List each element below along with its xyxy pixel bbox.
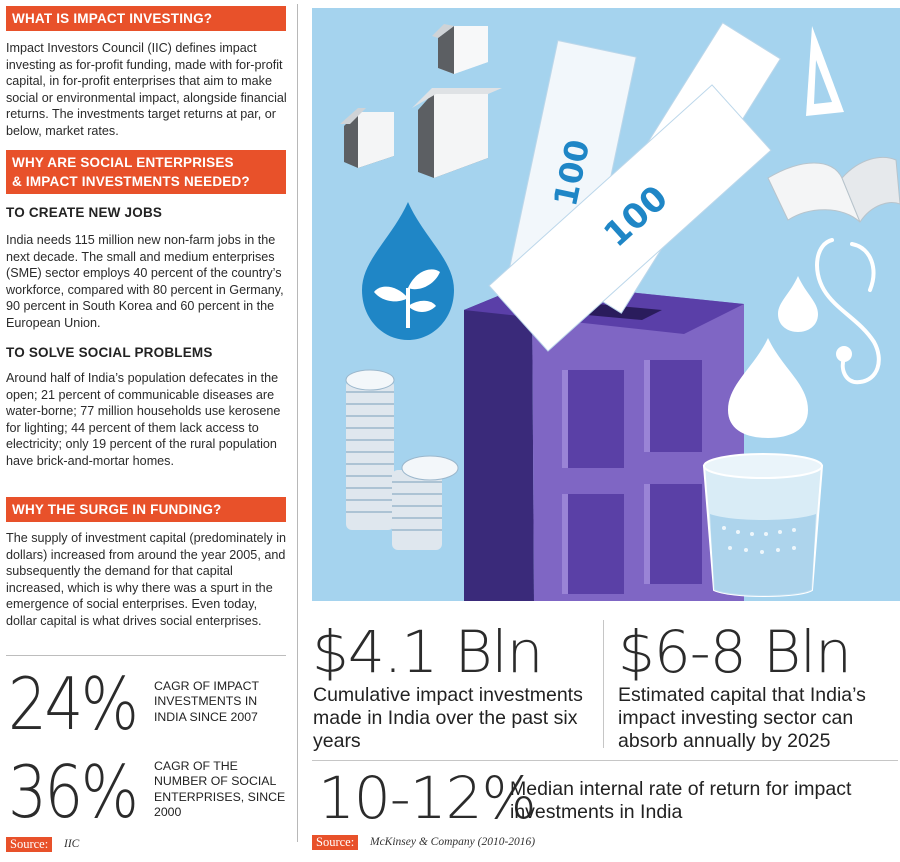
illustration-svg: 100 100 100	[340, 22, 900, 601]
source-text-right: McKinsey & Company (2010-2016)	[370, 836, 536, 848]
house-icon	[432, 24, 488, 74]
building-icon	[464, 282, 744, 601]
stat-36-percent: 36%	[8, 750, 139, 834]
stethoscope-icon	[815, 238, 881, 385]
figure-4-1-bln-desc: Cumulative impact investments made in In…	[313, 684, 583, 752]
figure-4-1-bln: $4.1 Bln	[312, 618, 543, 686]
source-label-left: Source:	[6, 837, 53, 852]
figure-6-8-bln: $6-8 Bln	[618, 618, 852, 686]
create-jobs-subheader: TO CREATE NEW JOBS	[6, 205, 163, 220]
stat-24-percent: 24%	[8, 662, 139, 746]
what-is-impact-investing-body: Impact Investors Council (IIC) defines i…	[6, 41, 287, 138]
figures-vertical-divider	[603, 620, 604, 748]
why-needed-header-line2: & IMPACT INVESTMENTS NEEDED?	[12, 174, 250, 189]
water-drop-plant-icon	[362, 202, 454, 340]
stat-24-percent-desc: CAGR of impact investments in India sinc…	[154, 679, 259, 724]
figure-10-12-percent: 10-12%	[318, 764, 537, 832]
triangle-ruler-icon	[806, 26, 844, 116]
what-is-impact-investing-header: WHAT IS IMPACT INVESTING?	[6, 6, 286, 31]
column-divider	[297, 4, 298, 842]
book-icon	[767, 157, 900, 224]
social-problems-subheader: TO SOLVE SOCIAL PROBLEMS	[6, 345, 213, 360]
create-jobs-body: India needs 115 million new non-farm job…	[6, 233, 284, 330]
left-column: WHAT IS IMPACT INVESTING? Impact Investo…	[0, 0, 292, 862]
surge-funding-body: The supply of investment capital (predom…	[6, 531, 287, 628]
house-icon	[412, 88, 502, 178]
water-drop-icon	[778, 276, 818, 332]
figure-6-8-bln-desc: Estimated capital that India’s impact in…	[618, 684, 866, 752]
social-problems-body: Around half of India’s population defeca…	[6, 371, 281, 468]
section-divider	[6, 655, 286, 656]
source-text-left: IIC	[64, 838, 80, 850]
banknote-icon: 100	[488, 84, 772, 352]
why-needed-header-line1: WHY ARE SOCIAL ENTERPRISES	[12, 155, 234, 170]
why-needed-header: WHY ARE SOCIAL ENTERPRISES & IMPACT INVE…	[6, 150, 286, 194]
figures-horizontal-divider	[312, 760, 898, 761]
water-drop-icon	[728, 338, 808, 438]
impact-investing-illustration: 100 100 100	[312, 8, 900, 601]
house-icon	[340, 108, 394, 168]
source-label-right: Source:	[312, 835, 359, 850]
stat-36-percent-desc: CAGR of the number of social enterprises…	[154, 759, 286, 820]
figure-10-12-percent-desc: Median internal rate of return for impac…	[510, 778, 852, 823]
coin-stack-icon	[345, 369, 459, 550]
surge-funding-header: WHY THE SURGE IN FUNDING?	[6, 497, 286, 522]
water-glass-icon	[702, 453, 824, 597]
